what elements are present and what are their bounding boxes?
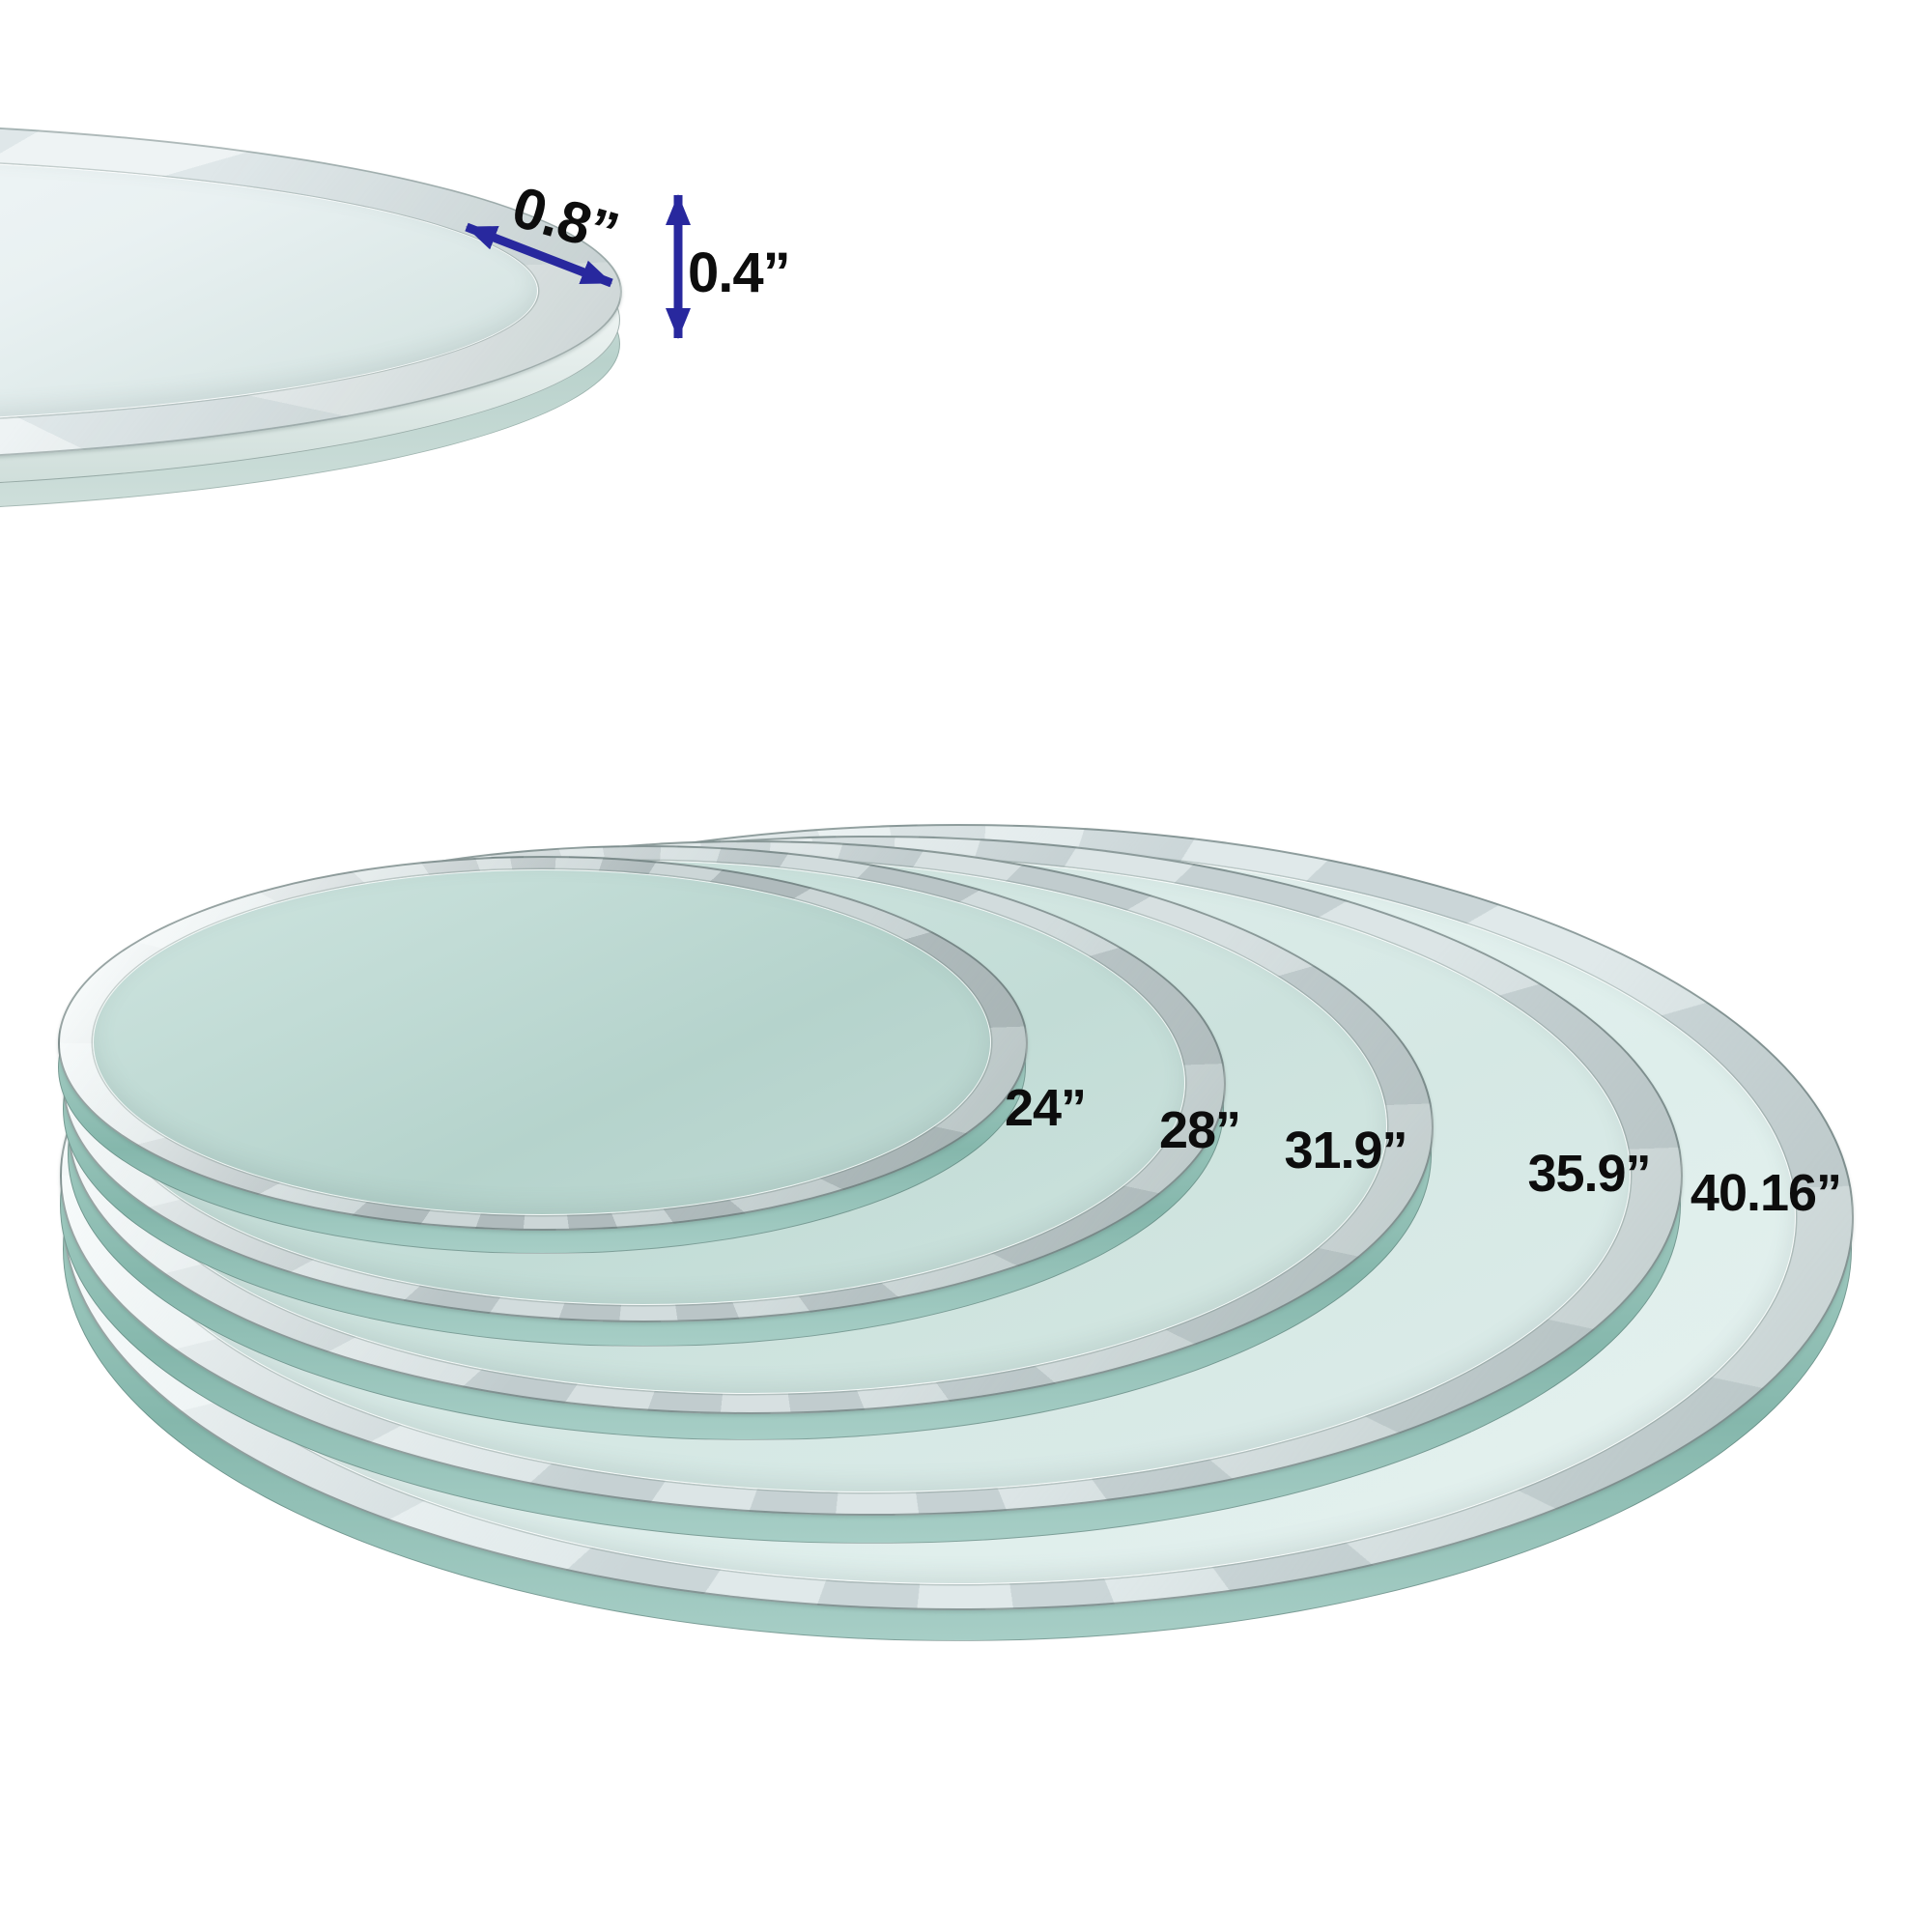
- size-label-31-9in: 31.9”: [1284, 1122, 1407, 1179]
- size-label-35-9in: 35.9”: [1527, 1145, 1651, 1203]
- size-label-28in: 28”: [1158, 1101, 1241, 1159]
- size-label-24in: 24”: [1004, 1079, 1087, 1137]
- size-label-40-16in: 40.16”: [1690, 1164, 1842, 1222]
- thickness-label: 0.4”: [688, 242, 791, 304]
